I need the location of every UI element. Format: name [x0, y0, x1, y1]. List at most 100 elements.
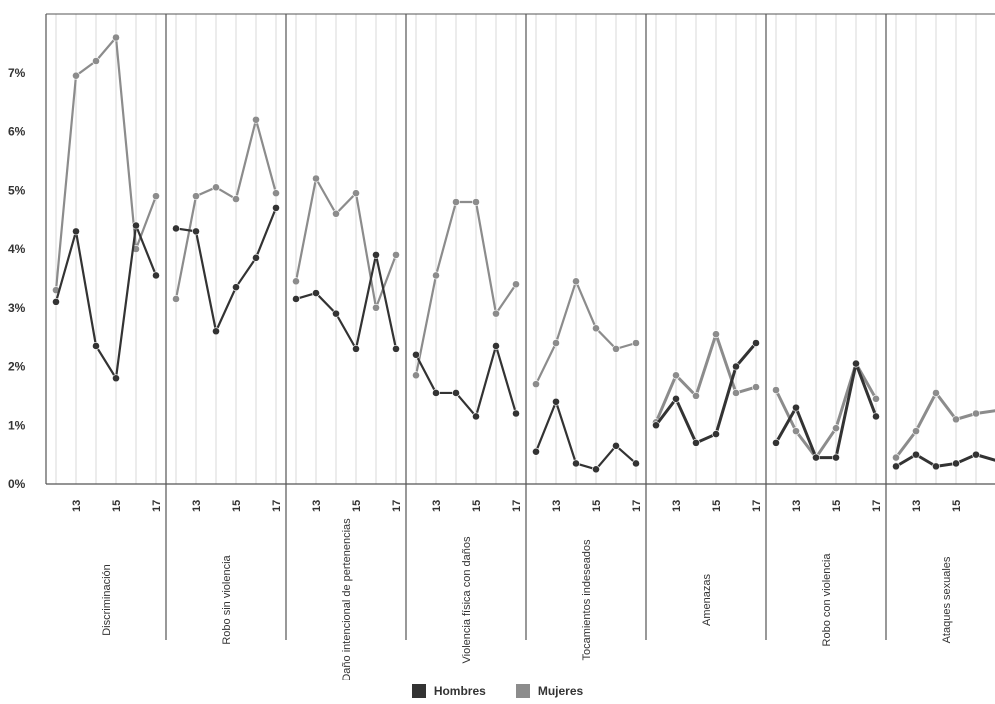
x-tick-label: 15: [711, 500, 723, 512]
x-tick-label: 17: [391, 500, 403, 512]
data-point-hombres: [972, 450, 980, 459]
data-point-mujeres: [452, 198, 460, 206]
data-point-hombres: [872, 412, 880, 421]
x-tick-label: 13: [311, 500, 323, 512]
x-tick-label: 13: [671, 500, 683, 512]
data-point-hombres: [792, 403, 800, 412]
data-point-mujeres: [752, 383, 760, 391]
data-point-hombres: [92, 342, 100, 350]
data-point-hombres: [472, 412, 480, 421]
data-point-mujeres: [352, 189, 360, 198]
data-point-hombres: [752, 339, 760, 347]
data-point-mujeres: [332, 209, 340, 218]
category-label: Discriminación: [101, 564, 113, 636]
x-tick-label: 17: [751, 500, 763, 512]
data-point-hombres: [392, 344, 400, 353]
data-point-hombres: [252, 253, 260, 262]
data-point-hombres: [132, 221, 140, 230]
data-point-mujeres: [832, 424, 840, 433]
y-tick-label: 7%: [8, 66, 26, 80]
legend-label-hombres: Hombres: [433, 684, 486, 698]
data-point-hombres: [672, 394, 680, 403]
x-tick-label: 17: [271, 500, 283, 512]
data-point-mujeres: [892, 453, 900, 462]
data-point-mujeres: [312, 174, 320, 183]
x-tick-label: 15: [951, 500, 963, 512]
data-point-mujeres: [212, 183, 220, 192]
series-line-mujeres: [535, 280, 637, 385]
x-tick-label: 15: [471, 500, 483, 512]
data-point-mujeres: [572, 277, 580, 286]
series-line-mujeres: [414, 200, 517, 376]
data-point-mujeres: [712, 330, 720, 339]
series-line-mujeres: [174, 118, 278, 300]
data-point-hombres: [512, 409, 520, 418]
data-point-hombres: [352, 344, 360, 353]
data-point-hombres: [372, 250, 380, 259]
x-tick-label: 15: [831, 500, 843, 512]
data-point-hombres: [152, 271, 160, 280]
data-point-hombres: [172, 224, 180, 233]
data-point-hombres: [892, 462, 900, 471]
x-tick-label: 15: [351, 500, 363, 512]
chart-svg: 0% 1% 2% 3% 4% 5% 6% 7% 13 15 17 13 15 17 13 15 17 13 15 17…: [8, 13, 995, 682]
x-tick-label: 13: [431, 500, 443, 512]
category-label: Ataques sexuales: [941, 556, 953, 643]
data-point-mujeres: [552, 339, 560, 347]
data-point-hombres: [912, 450, 920, 459]
x-tick-label: 13: [911, 500, 923, 512]
legend-swatch-hombres: [411, 684, 426, 698]
data-point-mujeres: [392, 250, 400, 259]
data-point-mujeres: [592, 324, 600, 333]
data-point-mujeres: [232, 195, 240, 203]
x-tick-label: 17: [151, 500, 163, 512]
legend-swatch-mujeres: [515, 684, 530, 698]
data-point-hombres: [552, 397, 560, 406]
data-point-hombres: [112, 374, 120, 383]
x-tick-label: 13: [71, 500, 83, 512]
data-point-mujeres: [512, 280, 520, 289]
data-point-hombres: [192, 227, 200, 236]
data-point-hombres: [932, 462, 940, 471]
data-point-mujeres: [972, 409, 980, 418]
data-point-mujeres: [492, 309, 500, 318]
data-point-mujeres: [692, 391, 700, 400]
data-point-hombres: [712, 430, 720, 438]
data-point-hombres: [412, 350, 420, 359]
data-point-hombres: [592, 465, 600, 474]
y-tick-label: 5%: [8, 183, 26, 197]
data-point-hombres: [812, 453, 820, 462]
data-point-mujeres: [432, 271, 440, 280]
series-line-hombres: [895, 453, 995, 468]
series-line-hombres: [774, 362, 878, 460]
data-point-hombres: [532, 447, 540, 456]
category-label: Robo sin violencia: [221, 554, 233, 644]
x-tick-label: 13: [551, 500, 563, 512]
data-point-mujeres: [252, 115, 260, 124]
legend-item-mujeres: Mujeres: [515, 684, 584, 698]
data-point-hombres: [452, 389, 460, 397]
data-point-mujeres: [932, 389, 940, 397]
series-line-mujeres: [894, 391, 995, 459]
data-point-hombres: [292, 295, 300, 303]
data-point-hombres: [652, 421, 660, 430]
legend-label-mujeres: Mujeres: [537, 684, 584, 698]
x-tick-label: 17: [511, 500, 523, 512]
data-point-mujeres: [912, 427, 920, 436]
data-point-hombres: [632, 459, 640, 468]
legend: Hombres Mujeres: [0, 681, 995, 701]
x-tick-label: 15: [591, 500, 603, 512]
category-label: Violencia física con daños: [461, 536, 473, 663]
data-point-hombres: [312, 289, 320, 297]
data-point-mujeres: [952, 415, 960, 424]
x-tick-label: 13: [191, 500, 203, 512]
y-tick-label: 4%: [8, 242, 26, 256]
data-point-mujeres: [612, 344, 620, 353]
data-point-hombres: [952, 459, 960, 468]
data-point-hombres: [692, 438, 700, 447]
data-point-hombres: [732, 362, 740, 371]
data-point-hombres: [852, 359, 860, 368]
data-point-hombres: [212, 327, 220, 336]
category-label: Tocamientos indeseados: [581, 539, 593, 661]
